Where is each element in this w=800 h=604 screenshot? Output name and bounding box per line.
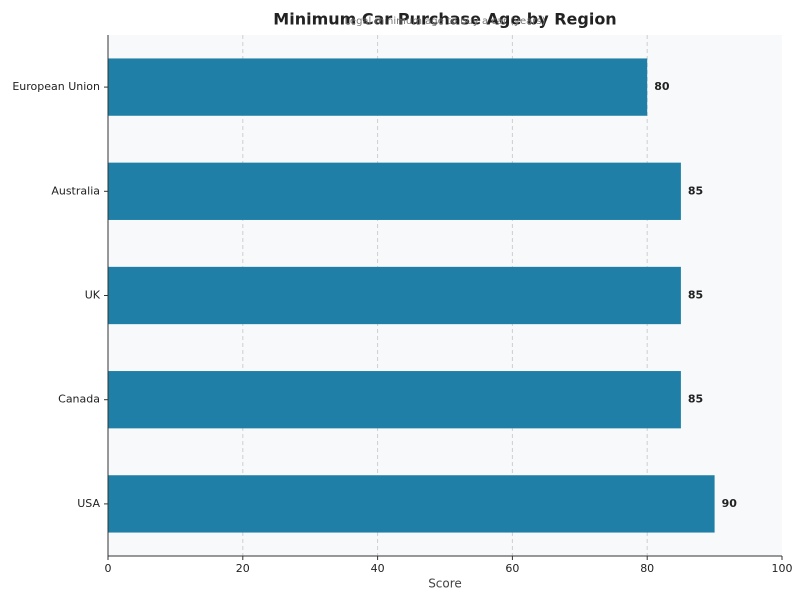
x-axis-label: Score (428, 577, 462, 591)
x-tick-label: 80 (640, 562, 654, 575)
x-tick-label: 100 (772, 562, 793, 575)
bar (108, 162, 681, 220)
x-tick-label: 60 (505, 562, 519, 575)
value-label: 85 (688, 393, 703, 406)
bar (108, 475, 715, 533)
value-label: 85 (688, 184, 703, 197)
x-tick-label: 40 (371, 562, 385, 575)
value-label: 85 (688, 289, 703, 302)
value-label: 90 (722, 497, 738, 510)
x-tick-label: 0 (105, 562, 112, 575)
value-label: 80 (654, 80, 670, 93)
y-tick-label: Canada (58, 393, 100, 406)
y-tick-label: Australia (51, 184, 100, 197)
y-tick-label: USA (77, 497, 100, 510)
bar (108, 371, 681, 429)
bar (108, 58, 648, 116)
y-tick-label: European Union (12, 80, 100, 93)
chart-title: Minimum Car Purchase Age by Region (273, 10, 616, 29)
bar (108, 266, 681, 325)
y-tick-label: UK (85, 289, 101, 302)
x-tick-label: 20 (236, 562, 250, 575)
chart-subtitle: Legal minimum age to buy a car (years) (345, 16, 546, 27)
